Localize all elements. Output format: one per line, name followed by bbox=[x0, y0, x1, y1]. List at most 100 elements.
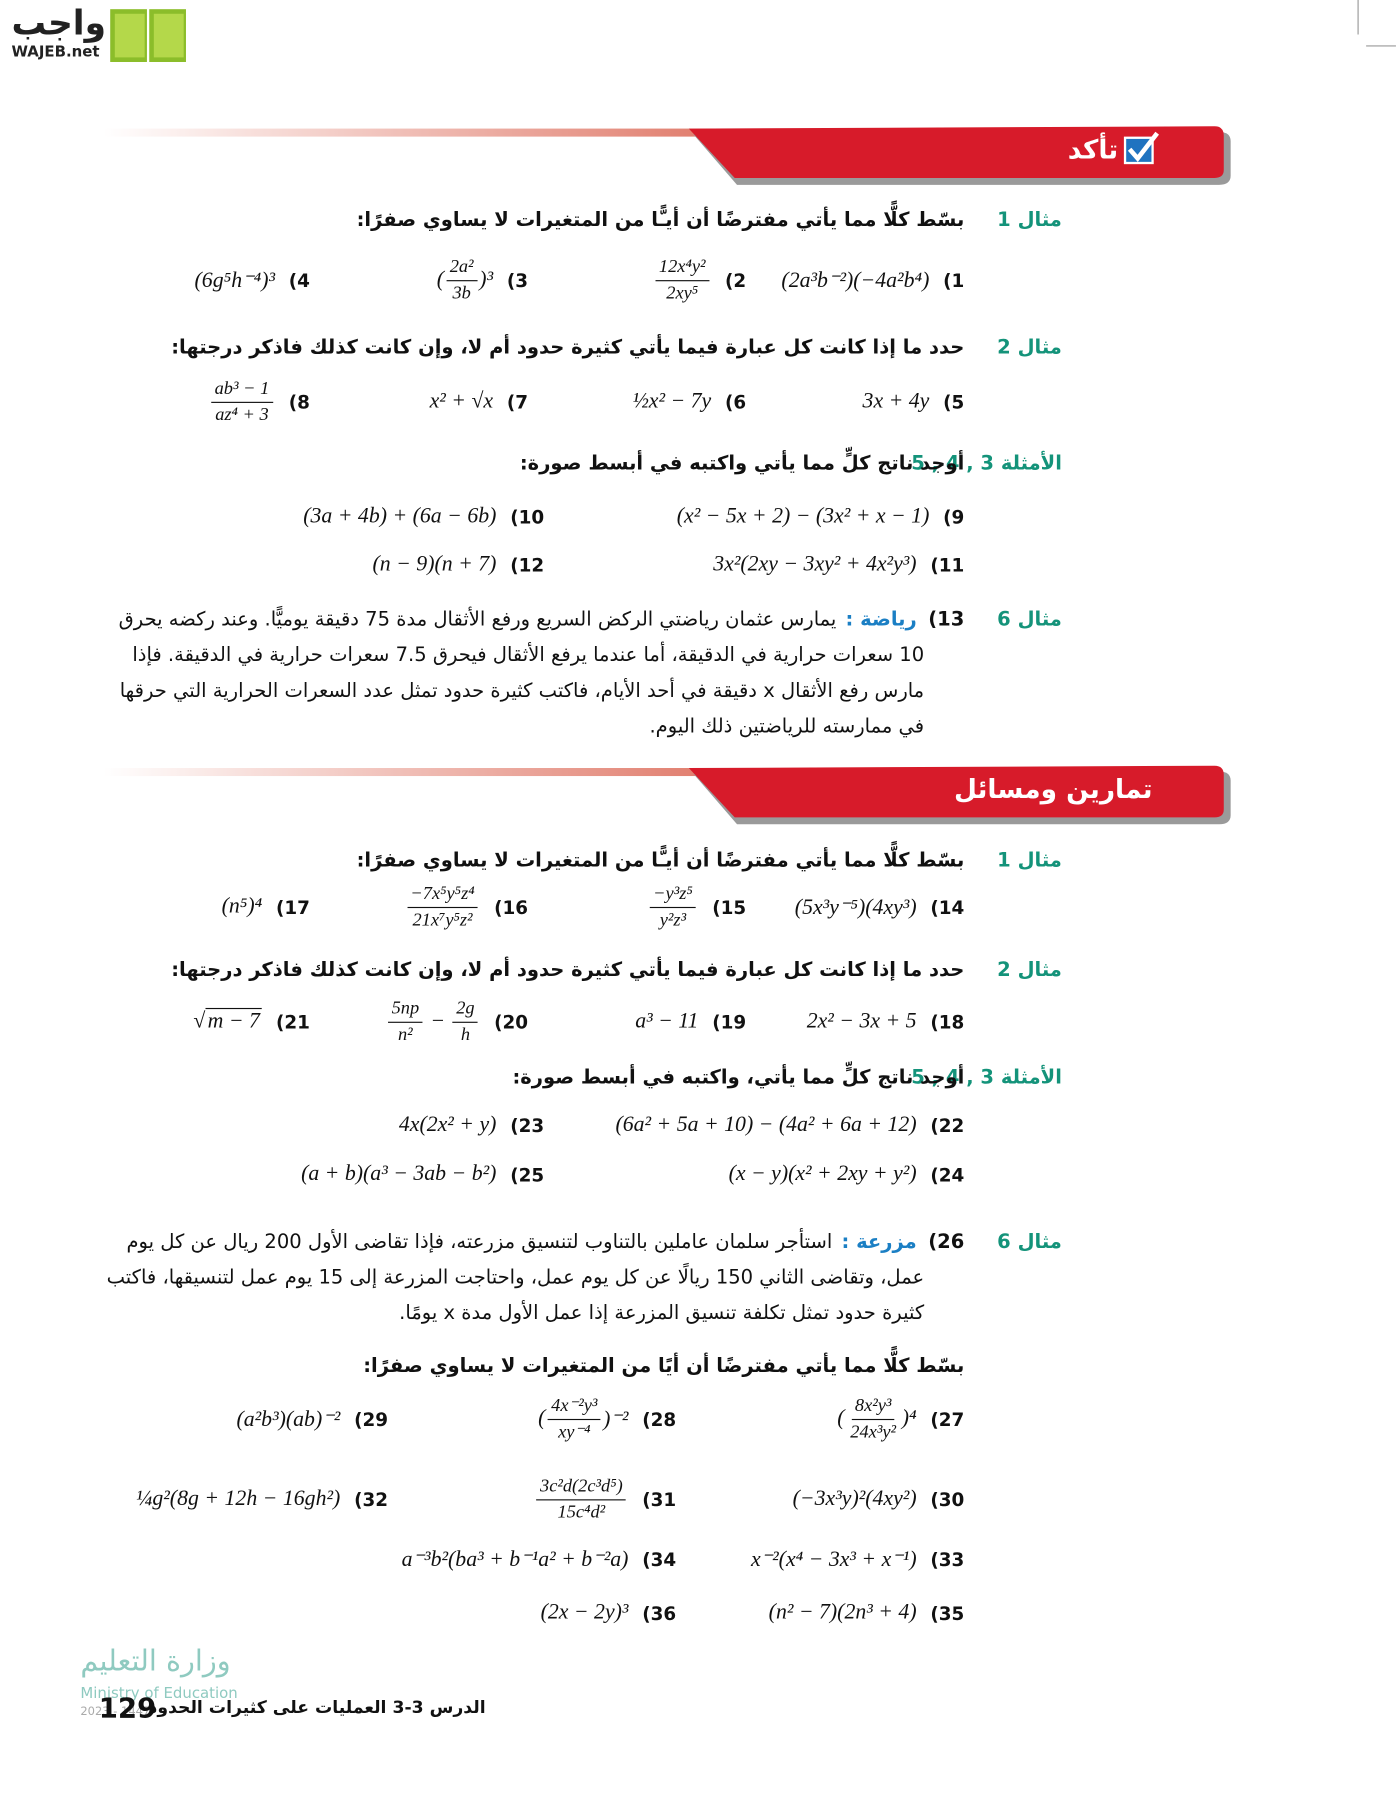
expression-part: a⁻³b²(ba³ + b⁻¹a² + b⁻²a) bbox=[401, 1546, 629, 1572]
numerator: 5np bbox=[388, 996, 423, 1023]
problem-topic: رياضة : bbox=[845, 608, 917, 632]
expression-part: ( bbox=[436, 267, 444, 292]
section-title: تأكد bbox=[1067, 135, 1119, 166]
problem: 1) (2a³b⁻²)(−4a²b⁴) bbox=[781, 251, 964, 308]
expression: (−3x³y)²(4xy²) bbox=[793, 1487, 917, 1512]
expression: √ m − 7 bbox=[193, 1007, 263, 1034]
instruction: أوجد ناتج كلٍّ مما يأتي واكتبه في أبسط ص… bbox=[519, 452, 965, 476]
year: 2023 - 1447 bbox=[80, 1705, 151, 1719]
instruction: حدد ما إذا كانت كل عبارة فيما يأتي كثيرة… bbox=[171, 336, 965, 360]
numerator: 3c²d(2c³d⁵) bbox=[536, 1473, 627, 1500]
problem-number: 15) bbox=[712, 896, 747, 918]
expression-part: (n² − 7)(2n³ + 4) bbox=[768, 1600, 917, 1625]
expression-part: 3x + 4y bbox=[862, 389, 930, 414]
expression: (n − 9)(n + 7) bbox=[372, 552, 496, 577]
expression-part: ¼g²(8g + 12h − 16gh²) bbox=[136, 1486, 341, 1511]
denominator: 2xy⁵ bbox=[666, 282, 699, 303]
expression: (2a² 3b)³ bbox=[437, 254, 493, 306]
page-number: 129 bbox=[98, 1692, 157, 1725]
instruction: حدد ما إذا كانت كل عبارة فيما يأتي كثيرة… bbox=[171, 958, 965, 982]
expression: (8x²y³ 24x³y²)⁴ bbox=[837, 1393, 916, 1445]
problem-number: 28) bbox=[642, 1408, 677, 1430]
expression-part: (a²b³)(ab)⁻² bbox=[236, 1406, 341, 1431]
instruction: بسّط كلًّا مما يأتي مفترضًا أن أيـًّا من… bbox=[356, 208, 965, 232]
expression: (4x⁻²y³ xy⁻⁴)⁻² bbox=[538, 1393, 628, 1445]
expression-part: )³ bbox=[479, 267, 494, 292]
expression-part: (5x³y⁻⁵)(4xy³) bbox=[794, 894, 917, 919]
expression: (3a + 4b) + (6a − 6b) bbox=[303, 504, 496, 529]
problem-number: 10) bbox=[510, 505, 545, 528]
ministry-name: وزارة التعليم bbox=[80, 1643, 231, 1678]
problem-number: 20) bbox=[494, 1010, 529, 1033]
example-label: مثال 2 bbox=[997, 958, 1062, 982]
expression: 12x⁴y² 2xy⁵ bbox=[653, 254, 711, 306]
example-label: مثال 6 bbox=[997, 608, 1062, 632]
problem-number: 4) bbox=[288, 269, 310, 292]
problem: 17) (n⁵)⁴ bbox=[222, 878, 310, 935]
problem: 33) x⁻²(x⁴ − 3x³ + x⁻¹) bbox=[751, 1530, 964, 1587]
numerator: −y³z⁵ bbox=[649, 881, 697, 908]
problem: 10) (3a + 4b) + (6a − 6b) bbox=[303, 488, 544, 545]
lesson-label: الدرس bbox=[429, 1696, 486, 1718]
word-problem: 13) رياضة :يمارس عثمان رياضتي الركض السري… bbox=[98, 603, 965, 745]
problem-number: 25) bbox=[510, 1163, 545, 1186]
expression: (a + b)(a³ − 3ab − b²) bbox=[301, 1162, 496, 1187]
expression: 2x² − 3x + 5 bbox=[807, 1009, 917, 1034]
problem: 7) x² + √x bbox=[430, 373, 528, 430]
problem: 29) (a²b³)(ab)⁻² bbox=[236, 1390, 388, 1447]
problem-number: 34) bbox=[642, 1548, 677, 1570]
problem: 12) (n − 9)(n + 7) bbox=[372, 536, 544, 593]
fraction: 5np n² bbox=[388, 996, 423, 1048]
problem: 19) a³ − 11 bbox=[635, 993, 746, 1050]
expression-part: x² + √x bbox=[429, 389, 494, 414]
expression-part: a³ − 11 bbox=[635, 1009, 699, 1034]
problem-number: 19) bbox=[712, 1010, 747, 1033]
fraction: 8x²y³ 24x³y² bbox=[847, 1393, 900, 1445]
problem-text: استأجر سلمان عاملين بالتناوب لتنسيق مزرع… bbox=[106, 1230, 925, 1325]
problem: 31) 3c²d(2c³d⁵) 15c⁴d² bbox=[534, 1471, 676, 1528]
denominator: az⁴ + 3 bbox=[215, 404, 269, 425]
problem-number: 12) bbox=[510, 553, 545, 576]
expression: x² + √x bbox=[430, 389, 493, 414]
denominator: y²z³ bbox=[659, 909, 687, 930]
problem: 30) (−3x³y)²(4xy²) bbox=[793, 1471, 965, 1528]
problem: 28) (4x⁻²y³ xy⁻⁴)⁻² bbox=[538, 1390, 676, 1447]
problem-number: 17) bbox=[276, 896, 310, 918]
expression-part: (x² − 5x + 2) − (3x² + x − 1) bbox=[676, 503, 930, 529]
section-title: تمارين ومسائل bbox=[953, 774, 1153, 805]
numerator: 4x⁻²y³ bbox=[547, 1393, 601, 1420]
problem-number: 27) bbox=[930, 1408, 965, 1430]
denominator: 24x³y² bbox=[850, 1421, 896, 1442]
problem-number: 18) bbox=[930, 1010, 965, 1033]
expression-part: ( bbox=[538, 1406, 546, 1431]
fraction: 2a² 3b bbox=[446, 254, 478, 306]
problem: 24) (x − y)(x² + 2xy + y²) bbox=[729, 1146, 965, 1203]
expression-part: (6a² + 5a + 10) − (4a² + 6a + 12) bbox=[615, 1112, 917, 1137]
fraction: −y³z⁵ y²z³ bbox=[649, 881, 697, 933]
problem-number: 5) bbox=[943, 390, 965, 413]
expression: a³ − 11 bbox=[635, 1009, 698, 1034]
problem: 16) −7x⁵y⁵z⁴ 21x⁷y⁵z² bbox=[405, 878, 528, 935]
fraction: −7x⁵y⁵z⁴ 21x⁷y⁵z² bbox=[406, 881, 479, 933]
expression-part: (x − y)(x² + 2xy + y²) bbox=[728, 1161, 917, 1186]
numerator: 2a² bbox=[446, 254, 478, 281]
numerator: 8x²y³ bbox=[851, 1393, 895, 1420]
problem-topic: مزرعة : bbox=[841, 1230, 917, 1254]
problem-number: 14) bbox=[930, 896, 965, 918]
problem-number: 22) bbox=[930, 1114, 965, 1136]
problem-number: 32) bbox=[354, 1488, 389, 1511]
denominator: n² bbox=[397, 1024, 413, 1045]
problem-number: 11) bbox=[930, 553, 965, 576]
expression: (n⁵)⁴ bbox=[222, 894, 263, 919]
instruction: بسّط كلًّا مما يأتي مفترضًا أن أيـًّا من… bbox=[356, 849, 965, 873]
expression: a⁻³b²(ba³ + b⁻¹a² + b⁻²a) bbox=[402, 1546, 629, 1572]
problem: 23) 4x(2x² + y) bbox=[399, 1096, 544, 1153]
expression: (n² − 7)(2n³ + 4) bbox=[769, 1600, 917, 1625]
example-label: الأمثلة 3 , 4 , 5 bbox=[911, 452, 1062, 476]
fraction: 4x⁻²y³ xy⁻⁴ bbox=[547, 1393, 601, 1445]
problem-number: 29) bbox=[354, 1408, 389, 1430]
expression-part: ( bbox=[837, 1406, 845, 1431]
expression: ¼g²(8g + 12h − 16gh²) bbox=[136, 1487, 340, 1512]
section-banner bbox=[103, 126, 1231, 185]
